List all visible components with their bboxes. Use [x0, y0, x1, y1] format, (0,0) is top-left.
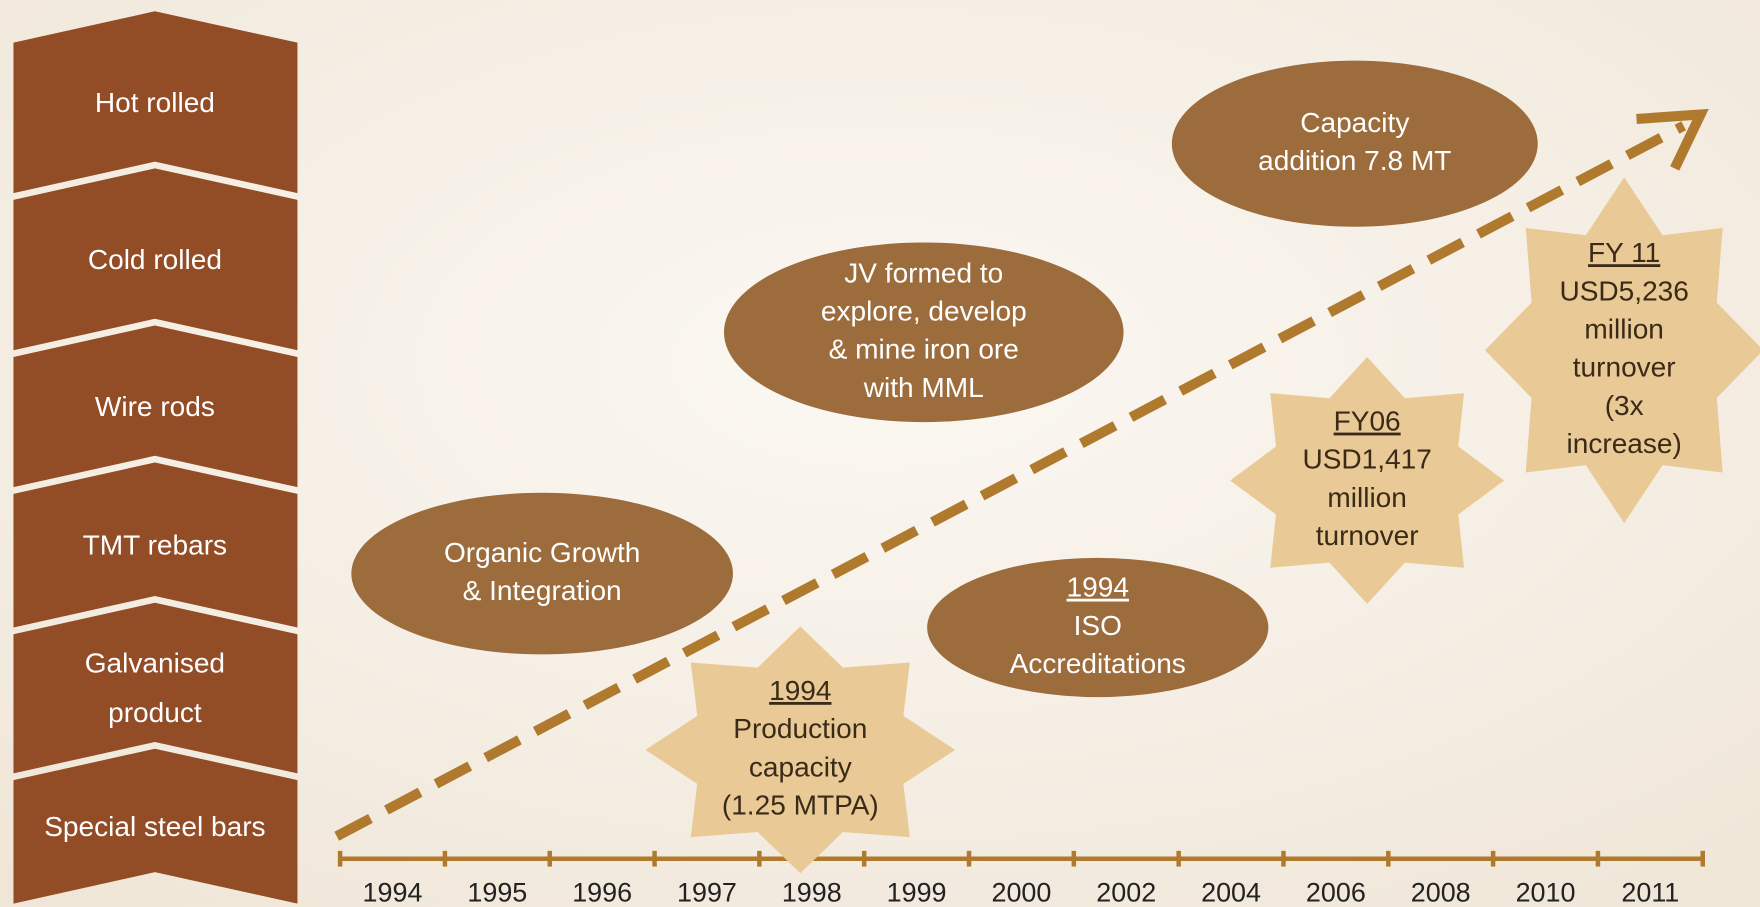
product-label: Wire rods	[95, 391, 215, 422]
year-label: 1995	[467, 878, 527, 907]
year-label: 1997	[677, 878, 737, 907]
year-label: 2010	[1516, 878, 1576, 907]
milestone-text: turnover	[1573, 352, 1676, 383]
year-label: 2002	[1096, 878, 1156, 907]
year-label: 1999	[887, 878, 947, 907]
milestone-text: (3x	[1605, 390, 1644, 421]
milestone-heading: 1994	[769, 675, 831, 706]
product-chevron	[13, 748, 298, 904]
year-label: 1996	[572, 878, 632, 907]
product-label: Hot rolled	[95, 87, 215, 118]
milestone-text: increase)	[1567, 428, 1682, 459]
milestone-ellipse	[1171, 60, 1538, 227]
milestone-text: turnover	[1316, 520, 1419, 551]
milestone-text: JV formed to	[844, 257, 1003, 288]
year-label: 1994	[363, 878, 423, 907]
product-label: Galvanised product	[85, 648, 225, 728]
product-label: Special steel bars	[44, 811, 265, 842]
product-label: TMT rebars	[83, 530, 227, 561]
year-label: 2004	[1201, 878, 1261, 907]
milestone-text: Organic Growth	[444, 537, 640, 568]
milestone-text: Capacity	[1300, 107, 1409, 138]
year-label: 2000	[991, 878, 1051, 907]
milestone-text: with MML	[863, 372, 984, 403]
milestone-heading: FY06	[1334, 406, 1401, 437]
milestone-star	[1230, 356, 1505, 604]
milestone-text: & Integration	[463, 575, 622, 606]
milestone-ellipse	[927, 557, 1269, 698]
milestone-ellipse	[351, 492, 733, 655]
product-chevron	[13, 602, 298, 774]
year-label: 2006	[1306, 878, 1366, 907]
milestone-text: explore, develop	[821, 296, 1027, 327]
milestone-text: capacity	[749, 751, 852, 782]
milestone-text: Accreditations	[1010, 648, 1186, 679]
product-chevron	[13, 325, 298, 488]
growth-arrow	[334, 121, 1687, 841]
milestone-text: million	[1584, 314, 1664, 345]
milestone-heading: FY 11	[1588, 237, 1660, 268]
milestone-text: USD5,236	[1559, 275, 1688, 306]
milestone-text: & mine iron ore	[829, 334, 1019, 365]
year-label: 2011	[1621, 878, 1679, 907]
arrow-head	[1636, 108, 1709, 171]
milestone-text: ISO	[1074, 610, 1122, 641]
milestone-star	[1484, 177, 1760, 524]
milestone-star	[645, 626, 956, 874]
year-label: 1998	[782, 878, 842, 907]
milestone-text: USD1,417	[1302, 444, 1431, 475]
product-chevron	[13, 11, 298, 194]
product-chevron	[13, 168, 298, 351]
product-chevron	[13, 462, 298, 628]
milestone-heading: 1994	[1067, 572, 1129, 603]
milestone-text: million	[1327, 482, 1407, 513]
milestone-text: Production	[733, 713, 867, 744]
milestone-text: addition 7.8 MT	[1258, 145, 1451, 176]
milestone-ellipse	[723, 242, 1124, 423]
milestone-text: (1.25 MTPA)	[722, 789, 879, 820]
year-label: 2008	[1411, 878, 1471, 907]
product-label: Cold rolled	[88, 244, 222, 275]
